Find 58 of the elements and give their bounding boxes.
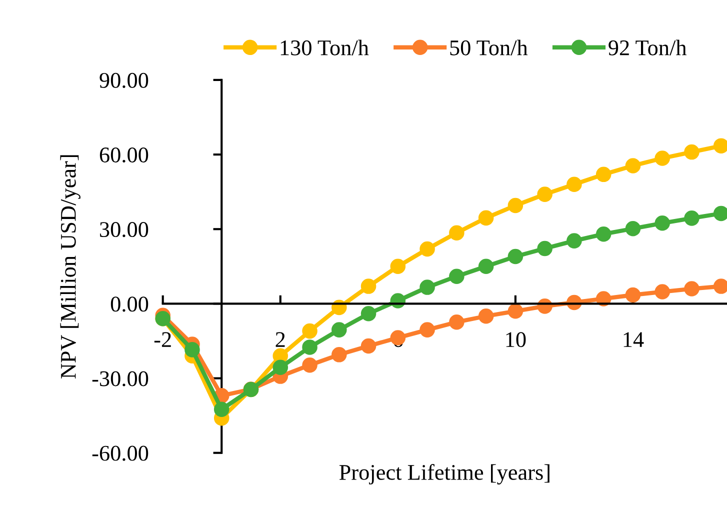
y-axis-title: NPV [Million USD/year] [60,155,80,379]
point [537,240,552,256]
point [654,150,670,166]
point [654,216,670,231]
point [214,402,230,417]
point [449,314,464,330]
point [537,186,552,202]
y-tick-label: 0.00 [110,296,148,312]
point [625,158,641,174]
y-tick-label: 90.00 [100,72,148,88]
point [566,233,582,248]
point [566,176,582,192]
point [625,287,641,303]
point [360,306,376,322]
point [449,268,464,284]
legend-label: 50 Ton/h [450,40,528,56]
point [596,226,612,242]
point [508,198,524,214]
x-axis-title: Project Lifetime [years] [339,464,550,484]
point [272,360,288,375]
legend-label: 130 Ton/h [280,40,369,56]
point [302,340,318,355]
point [478,210,494,226]
point [420,322,435,338]
x-tick-label: -2 [154,332,171,347]
point [360,338,376,354]
x-tick-label: 14 [624,332,644,347]
point [684,144,700,160]
point [302,323,318,339]
y-tick-label: -60.00 [92,446,148,461]
point [332,347,347,362]
point [332,322,347,338]
point [684,281,700,296]
point [713,138,727,154]
point [508,304,524,319]
x-tick-label: 10 [506,332,526,348]
point [654,284,670,300]
point [420,280,435,295]
point [449,225,464,240]
point [478,308,494,324]
point [420,241,435,257]
legend-label: 92 Ton/h [608,40,687,56]
y-tick-label: -30.00 [92,371,148,386]
point [508,248,524,264]
x-tick-label: 2 [276,332,285,347]
point [390,258,406,274]
point [625,220,641,236]
point [684,210,700,226]
point [390,330,406,346]
point [360,278,376,294]
point [302,357,318,373]
y-tick-label: 30.00 [100,222,148,238]
point [596,166,612,182]
y-tick-label: 60.00 [100,147,148,163]
point [184,342,200,358]
point [713,278,727,294]
point [713,206,727,222]
point [478,258,494,274]
